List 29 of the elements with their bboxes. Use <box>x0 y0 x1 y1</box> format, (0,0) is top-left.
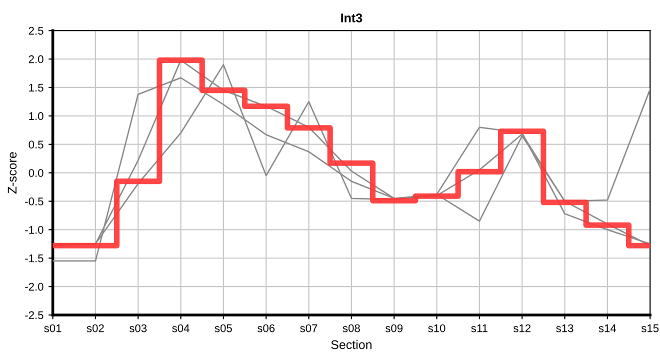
x-tick-label: s11 <box>471 324 488 332</box>
x-tick-label: s09 <box>385 324 403 332</box>
x-tick-label: s14 <box>598 324 616 332</box>
chart-title: Int3 <box>341 14 362 22</box>
x-tick-label: s06 <box>257 324 275 332</box>
y-tick-label: 2.0 <box>28 55 44 64</box>
y-tick-label: 0.5 <box>28 140 44 148</box>
x-tick-label: s13 <box>556 324 574 332</box>
x-tick-label: s04 <box>172 324 190 332</box>
y-tick-label: -0.5 <box>25 198 44 206</box>
y-tick-label: -1.0 <box>25 226 44 234</box>
x-tick-label: s05 <box>214 324 232 332</box>
x-tick-label: s03 <box>129 324 147 332</box>
x-axis-title: Section <box>331 340 372 350</box>
x-tick-label: s07 <box>300 324 318 332</box>
x-tick-label: s08 <box>342 324 360 332</box>
y-tick-label: 2.5 <box>28 26 44 35</box>
x-tick-label: s12 <box>513 324 531 332</box>
y-axis-title: Z-score <box>8 152 17 194</box>
y-tick-label: -1.5 <box>25 254 44 262</box>
x-tick-label: s01 <box>44 324 62 332</box>
x-tick-label: s10 <box>428 324 446 332</box>
y-tick-label: -2.0 <box>25 282 44 291</box>
y-tick-label: 1.0 <box>29 112 44 120</box>
y-tick-label: -2.5 <box>25 311 44 320</box>
y-tick-label: 0.0 <box>28 169 44 177</box>
y-tick-label: 1.5 <box>29 84 44 92</box>
x-tick-label: s02 <box>86 324 104 332</box>
x-tick-label: s15 <box>641 324 659 332</box>
